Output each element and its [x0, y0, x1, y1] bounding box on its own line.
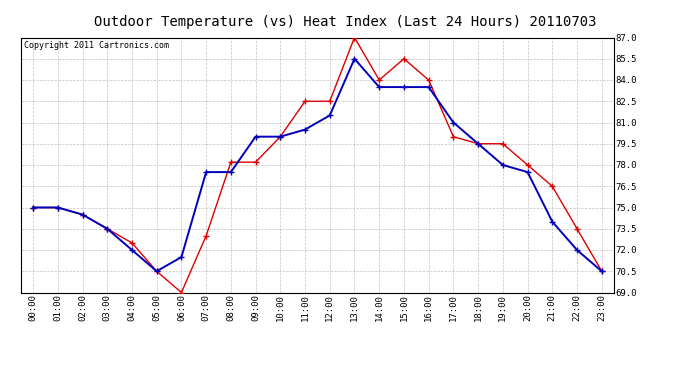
Text: Outdoor Temperature (vs) Heat Index (Last 24 Hours) 20110703: Outdoor Temperature (vs) Heat Index (Las… — [94, 15, 596, 29]
Text: Copyright 2011 Cartronics.com: Copyright 2011 Cartronics.com — [23, 41, 168, 50]
